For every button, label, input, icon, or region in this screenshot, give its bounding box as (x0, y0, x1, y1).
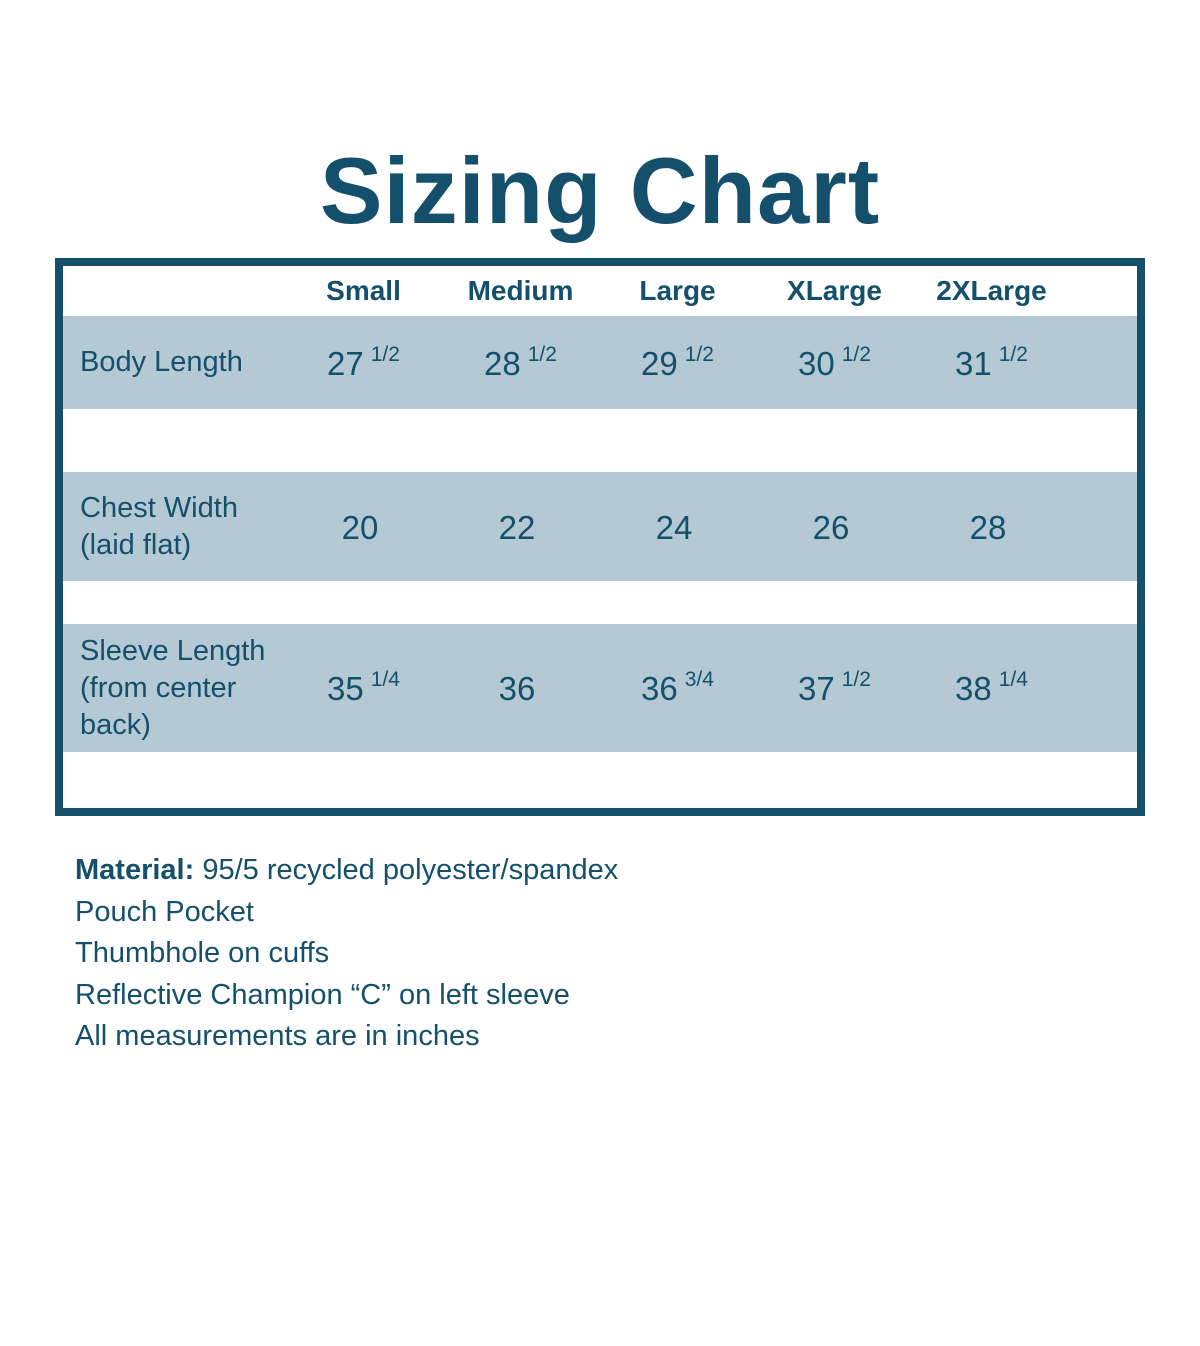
chest-width-2xlarge: 28 (913, 507, 1070, 547)
sleeve-length-small: 35 1/4 (285, 668, 442, 708)
value-number: 36 (641, 670, 678, 708)
value-number: 36 (498, 670, 536, 708)
value-fraction: 1/2 (841, 342, 871, 366)
chest-width-medium: 22 (442, 507, 599, 547)
note-measurement-units: All measurements are in inches (75, 1020, 480, 1053)
body-length-medium: 28 1/2 (442, 343, 599, 383)
page-title: Sizing Chart (319, 138, 881, 243)
column-header-medium: Medium (467, 275, 574, 307)
value-fraction: 1/2 (684, 342, 714, 366)
chest-width-xlarge: 26 (756, 507, 913, 547)
value-number: 37 (798, 670, 835, 708)
material-label: Material: (75, 854, 195, 887)
row-spacer (63, 581, 1137, 624)
value-number: 38 (955, 670, 992, 708)
table-row-body-length: Body Length 27 1/2 28 1/2 29 1/2 30 1/2 31 1/… (63, 316, 1137, 410)
body-length-small: 27 1/2 (285, 343, 442, 383)
value-fraction: 3/4 (684, 668, 714, 692)
value-number: 30 (798, 344, 835, 382)
material-note: Material: 95/5 recycled polyester/spande… (75, 850, 1200, 892)
row-spacer (63, 752, 1137, 808)
value-number: 28 (969, 508, 1007, 546)
table-row-sleeve-length: Sleeve Length (from center back) 35 1/4 3… (63, 624, 1137, 753)
sizing-table: Small Medium Large XLarge 2XLarge Body L… (55, 258, 1145, 817)
value-number: 28 (484, 344, 521, 382)
row-label-chest-width: Chest Width (laid flat) (80, 491, 238, 561)
body-length-xlarge: 30 1/2 (756, 343, 913, 383)
value-fraction: 1/2 (370, 342, 400, 366)
column-header-2xlarge: 2XLarge (936, 275, 1047, 307)
value-number: 22 (498, 508, 536, 546)
column-header-xlarge: XLarge (787, 275, 882, 307)
chest-width-large: 24 (599, 507, 756, 547)
value-fraction: 1/2 (841, 668, 871, 692)
value-number: 35 (327, 670, 364, 708)
note-pouch-pocket: Pouch Pocket (75, 895, 254, 928)
chest-width-small: 20 (285, 507, 442, 547)
row-label-sleeve-length: Sleeve Length (from center back) (80, 634, 266, 741)
sizing-chart-page: Sizing Chart Small Medium Large XLarge 2… (0, 138, 1200, 1346)
value-number: 31 (955, 344, 992, 382)
row-spacer (63, 409, 1137, 472)
note-thumbhole: Thumbhole on cuffs (75, 937, 330, 970)
column-header-small: Small (326, 275, 401, 307)
column-header-large: Large (639, 275, 716, 307)
body-length-large: 29 1/2 (599, 343, 756, 383)
value-fraction: 1/4 (370, 668, 400, 692)
table-header-row: Small Medium Large XLarge 2XLarge (63, 266, 1137, 316)
value-number: 26 (812, 508, 850, 546)
value-fraction: 1/2 (998, 342, 1028, 366)
value-fraction: 1/2 (527, 342, 557, 366)
table-row-chest-width: Chest Width (laid flat) 20 22 24 26 28 (63, 472, 1137, 582)
material-value: 95/5 recycled polyester/spandex (202, 854, 619, 887)
value-number: 20 (341, 508, 379, 546)
sleeve-length-large: 36 3/4 (599, 668, 756, 708)
value-fraction: 1/4 (998, 668, 1028, 692)
sleeve-length-xlarge: 37 1/2 (756, 668, 913, 708)
product-notes: Material: 95/5 recycled polyester/spande… (75, 850, 1200, 1058)
value-number: 27 (327, 344, 364, 382)
value-number: 29 (641, 344, 678, 382)
body-length-2xlarge: 31 1/2 (913, 343, 1070, 383)
value-number: 24 (655, 508, 693, 546)
sleeve-length-2xlarge: 38 1/4 (913, 668, 1070, 708)
note-reflective-logo: Reflective Champion “C” on left sleeve (75, 978, 570, 1011)
row-label-body-length: Body Length (80, 346, 243, 379)
sleeve-length-medium: 36 (442, 668, 599, 708)
